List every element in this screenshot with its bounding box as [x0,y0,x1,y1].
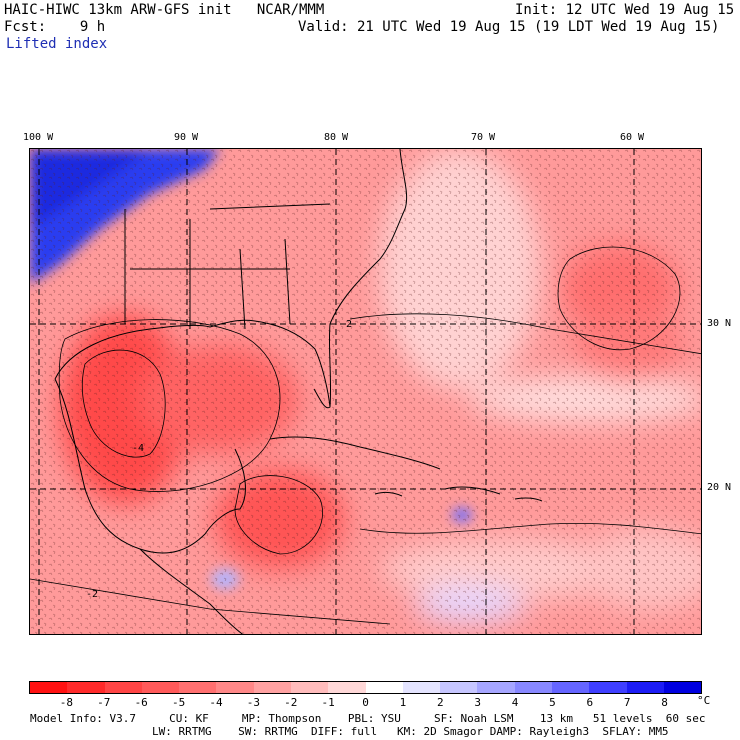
contour-lower [30,578,391,625]
colorbar-bin [216,682,254,693]
contour-south-band [359,522,701,535]
colorbar-bin [551,682,590,693]
colorbar-tick-label: -2 [284,696,298,709]
colorbar-bin [402,682,441,693]
coastline-central-america [139,548,244,634]
lat-label-30n: 30 N [707,318,732,329]
coastline-jamaica [374,492,403,497]
convective-texture [30,149,701,634]
coastline-puerto-rico [514,497,543,502]
colorbar-tick-label: 3 [474,696,481,709]
border-states-1 [124,203,331,330]
colorbar-bin [440,682,478,693]
lon-label-100w: 100 W [23,132,54,143]
lon-label-60w: 60 W [620,132,645,143]
contour-label-1: -2 [86,589,98,600]
colorbar-tick-label: 2 [436,696,444,709]
colorbar-bin [477,682,515,693]
contour-label-3: -4 [132,443,144,454]
colorbar-bin [30,682,68,693]
colorbar-tick-label: 1 [399,696,407,709]
colorbar-bin [328,682,366,693]
colorbar-bin [663,682,702,693]
colorbar-bin [179,682,217,693]
colorbar [29,681,702,694]
colorbar-bin [290,682,329,693]
colorbar-tick-label: 4 [511,696,519,709]
lon-label-70w: 70 W [471,132,496,143]
colorbar-tick-label: 6 [586,696,594,709]
colorbar-tick-label: 8 [661,696,668,709]
colorbar-unit: °C [697,694,711,707]
lat-label-20n: 20 N [707,482,732,493]
colorbar-bin [514,682,552,693]
colorbar-bin [626,682,664,693]
contour-atlantic [557,246,681,351]
model-title: HAIC-HIWC 13km ARW-GFS init NCAR/MMM [4,2,325,18]
colorbar-bin [67,682,105,693]
colorbar-tick-label: 7 [623,696,631,709]
coastline-mexico [54,378,246,554]
lifted-index-map: -2 -2 -4 [29,148,702,635]
colorbar-tick-label: -7 [97,696,111,709]
lon-label-90w: 90 W [174,132,199,143]
field-name: Lifted index [6,36,108,52]
colorbar-tick-label: -6 [134,696,148,709]
contour-label-2: -2 [340,319,352,330]
colorbar-tick-label: 0 [362,696,369,709]
colorbar-bin [104,682,142,693]
colorbar-tick-label: 5 [549,696,556,709]
coastline-hispaniola [444,486,501,495]
coastline-cuba [269,436,441,470]
contour-minus4-gulf [81,349,166,458]
lon-label-80w: 80 W [324,132,349,143]
model-info-line2: LW: RRTMG SW: RRTMG DIFF: full KM: 2D Sm… [152,725,669,738]
contour-minus2-ring [58,319,281,492]
colorbar-bin [589,682,627,693]
contour-minus4-yucatan [234,475,323,555]
forecast-hour: Fcst: 9 h [4,19,106,35]
colorbar-tick-label: -4 [209,696,223,709]
colorbar-tick-label: -8 [59,696,74,709]
colorbar-bin [365,682,403,693]
model-info-line1: Model Info: V3.7 CU: KF MP: Thompson PBL… [30,712,706,725]
contour-band [349,313,701,355]
colorbar-tick-label: -1 [321,696,335,709]
colorbar-tick-label: -3 [246,696,260,709]
init-time: Init: 12 UTC Wed 19 Aug 15 [515,2,735,18]
colorbar-tick-label: -5 [171,696,186,709]
coastline-atlantic [328,149,408,408]
colorbar-bin [253,682,291,693]
colorbar-bin [141,682,180,693]
valid-time: Valid: 21 UTC Wed 19 Aug 15 (19 LDT Wed … [298,19,720,35]
